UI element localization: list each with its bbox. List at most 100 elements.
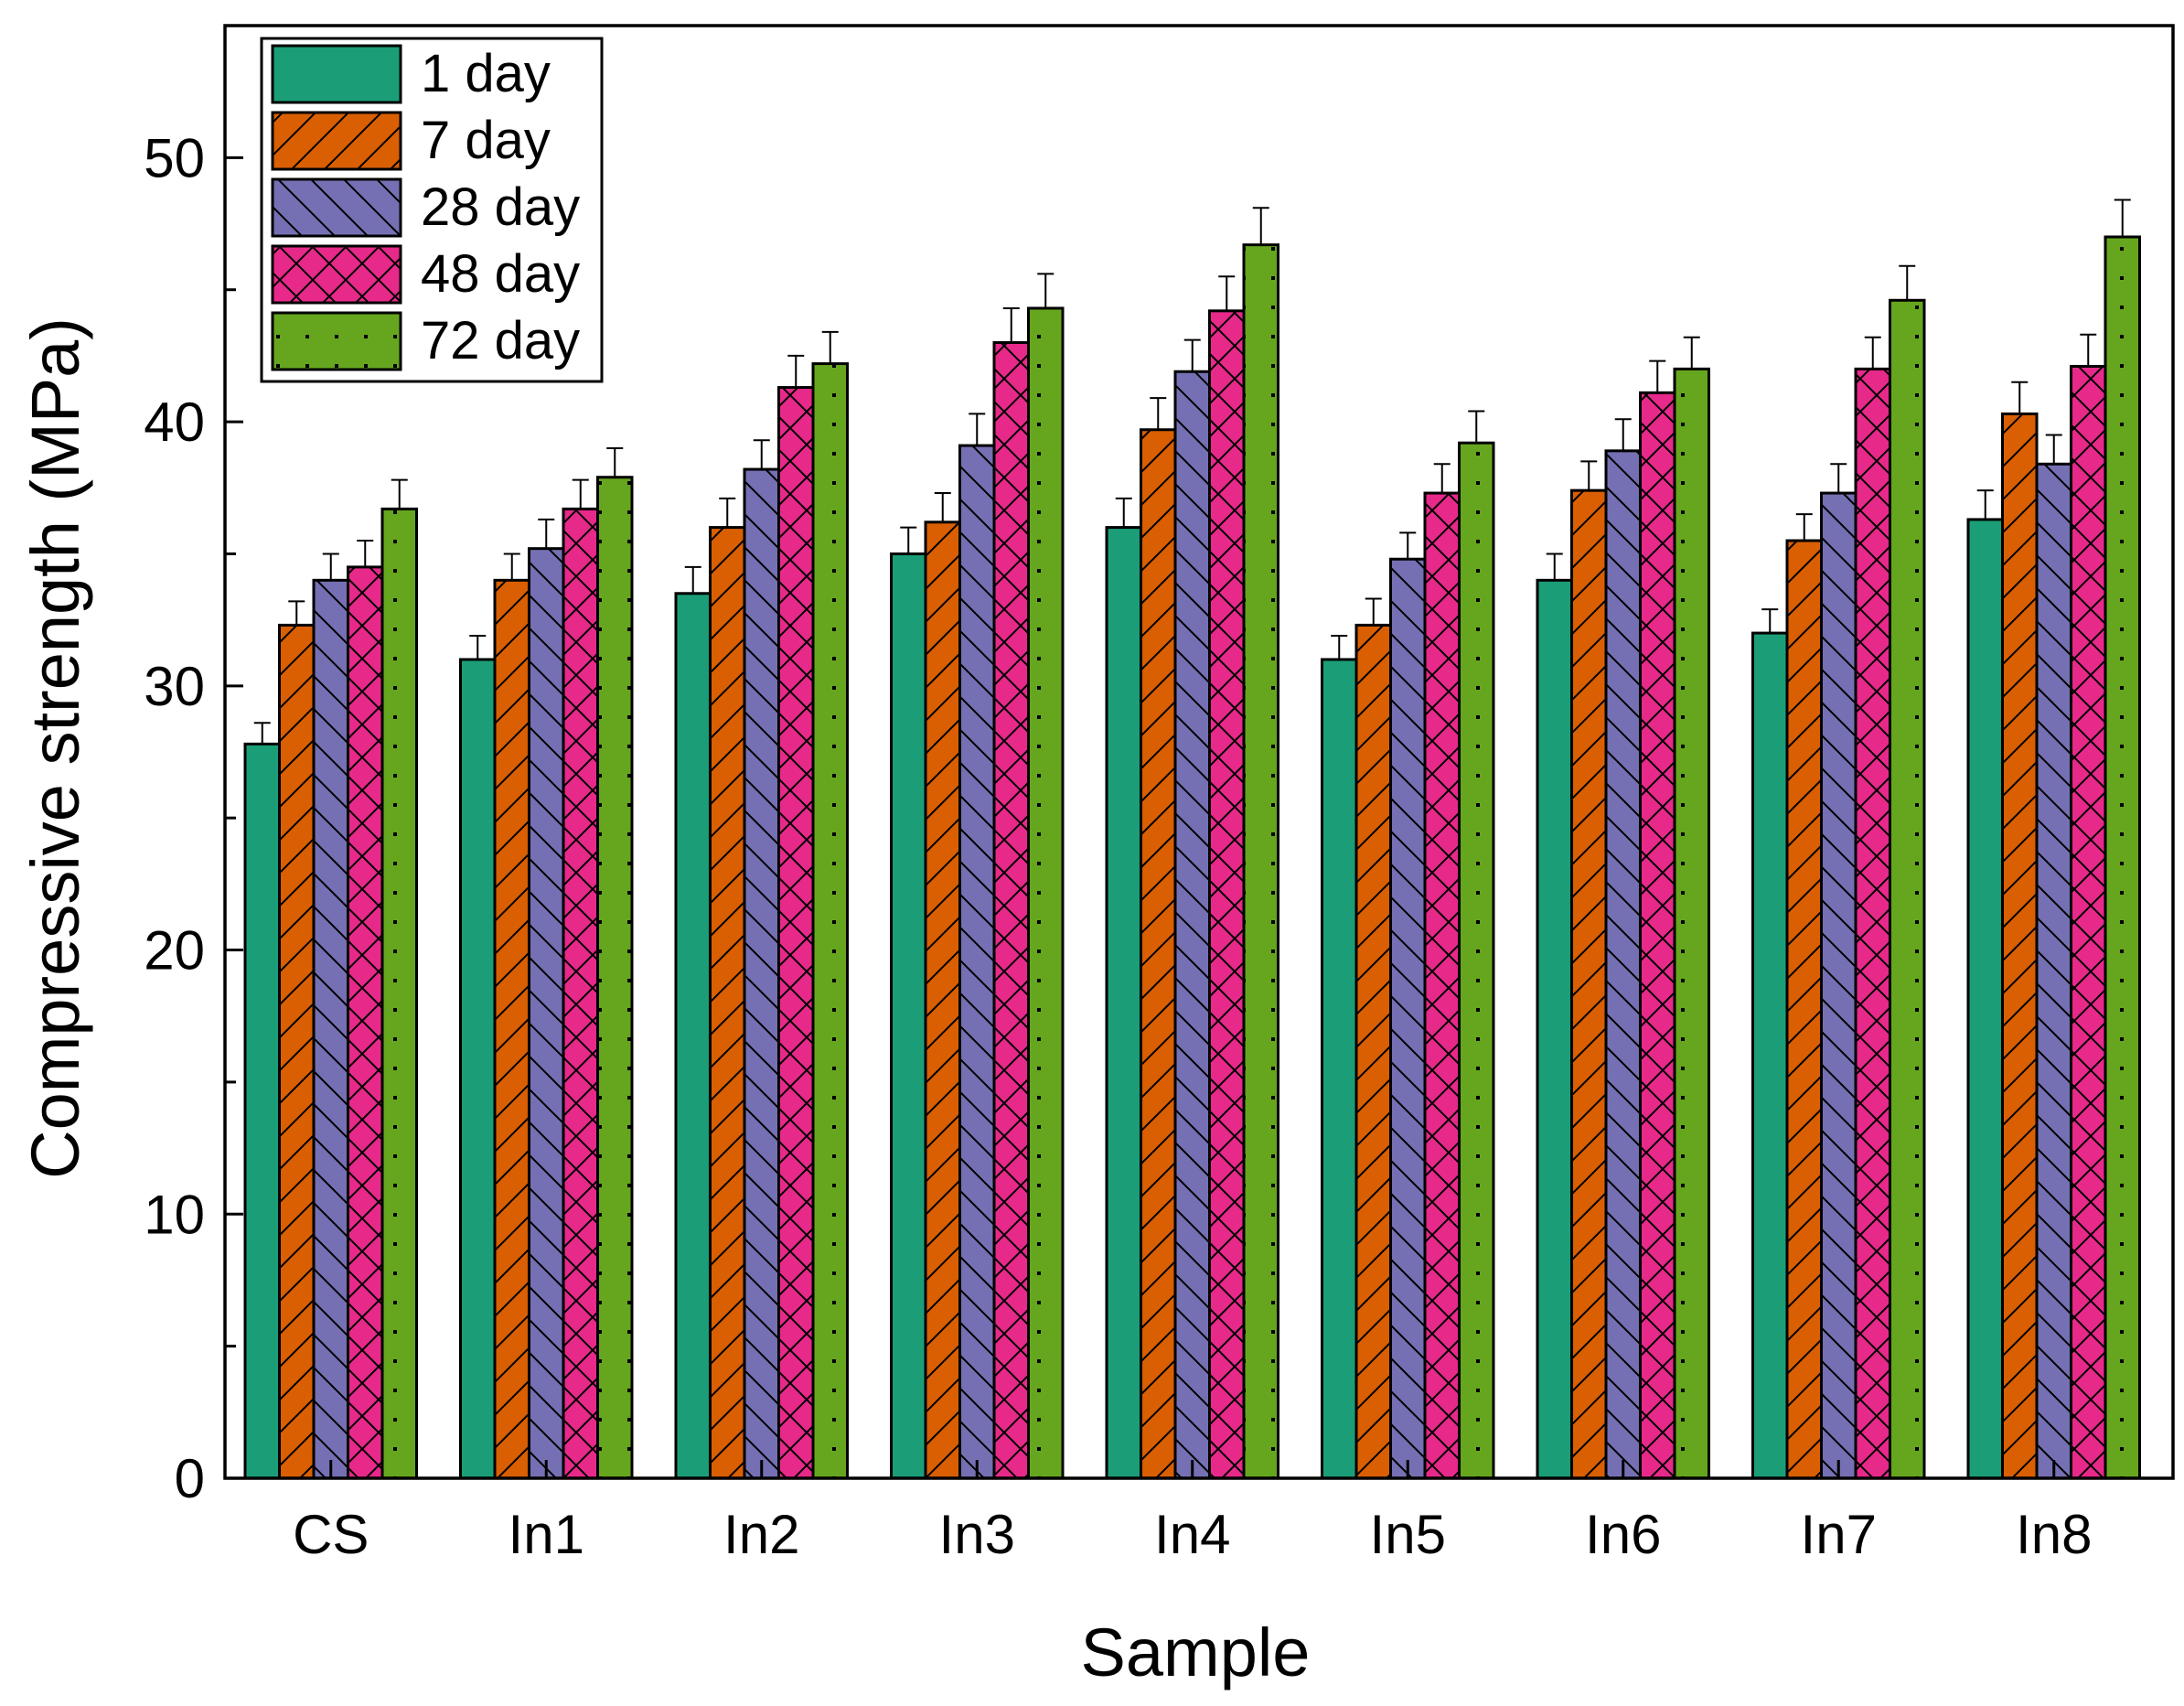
y-tick-label: 30 (144, 656, 205, 717)
error-bar-in8-7-day (2011, 381, 2029, 414)
error-bar-in4-7-day (1150, 397, 1167, 430)
bar-in2-28-day (743, 467, 780, 1480)
bar-in2-72-day (811, 362, 849, 1480)
legend-swatch-28-day (271, 177, 402, 238)
error-bar-in1-7-day (503, 553, 520, 581)
error-bar-in5-72-day (1468, 410, 1485, 444)
bar-in8-72-day (2104, 235, 2141, 1480)
bar-in5-48-day (1423, 491, 1461, 1480)
error-bar-in5-7-day (1365, 597, 1382, 626)
bar-cs-48-day (347, 565, 384, 1480)
legend-label-28-day: 28 day (421, 177, 580, 237)
legend-label-72-day: 72 day (421, 311, 580, 370)
bar-in5-7-day (1354, 623, 1392, 1480)
error-bar-in7-7-day (1795, 513, 1813, 542)
x-tick-label-in6: In6 (1585, 1504, 1661, 1565)
bar-in8-48-day (2070, 364, 2107, 1480)
y-tick-label: 40 (144, 392, 205, 453)
error-bar-in1-72-day (606, 446, 624, 477)
legend-label-7-day: 7 day (421, 111, 551, 170)
error-bar-in5-28-day (1399, 531, 1417, 560)
error-bar-in7-72-day (1899, 264, 1916, 301)
bar-in1-1-day (459, 658, 497, 1480)
x-tick-label-in8: In8 (2016, 1504, 2092, 1565)
error-bar-in4-72-day (1252, 207, 1269, 245)
bar-in2-48-day (777, 386, 815, 1480)
error-bar-in6-1-day (1546, 553, 1563, 581)
error-bar-in3-28-day (969, 413, 986, 446)
error-bar-in4-1-day (1115, 497, 1132, 528)
bar-in2-7-day (709, 526, 746, 1480)
bar-in7-7-day (1785, 539, 1823, 1480)
error-bar-in8-28-day (2045, 434, 2062, 465)
legend-label-48-day: 48 day (421, 244, 580, 304)
bar-in4-48-day (1208, 309, 1246, 1480)
y-axis-title: Compressive strength (MPa) (17, 317, 93, 1179)
error-bar-in4-28-day (1183, 338, 1201, 372)
bar-in5-28-day (1389, 557, 1427, 1480)
error-bar-in2-7-day (719, 497, 736, 528)
bar-in7-28-day (1820, 491, 1857, 1480)
bar-in4-1-day (1105, 526, 1142, 1480)
error-bar-in2-1-day (684, 565, 701, 594)
legend-swatch-72-day (271, 311, 402, 371)
bar-in1-28-day (528, 547, 565, 1480)
x-tick-label-cs: CS (293, 1504, 369, 1565)
legend-swatch-48-day (271, 244, 402, 305)
y-tick-label: 20 (144, 920, 205, 982)
error-bar-cs-48-day (357, 540, 374, 567)
error-bar-in6-48-day (1649, 359, 1666, 393)
x-tick-label-in4: In4 (1154, 1504, 1230, 1565)
legend-label-1-day: 1 day (421, 44, 551, 103)
bar-in8-7-day (2001, 412, 2039, 1480)
bar-in8-1-day (1966, 518, 2004, 1480)
error-bar-in1-28-day (538, 518, 555, 549)
error-bar-cs-7-day (288, 600, 305, 626)
error-bar-in8-72-day (2114, 198, 2131, 237)
error-bar-in2-72-day (821, 330, 839, 364)
y-tick-label: 0 (175, 1448, 205, 1509)
bar-in6-72-day (1673, 367, 1710, 1480)
error-bar-in5-48-day (1433, 463, 1451, 494)
bar-cs-7-day (278, 623, 316, 1480)
bar-in4-72-day (1242, 243, 1279, 1480)
y-tick-label: 10 (144, 1184, 205, 1245)
legend-swatch-1-day (271, 44, 402, 104)
error-bar-in6-7-day (1580, 460, 1598, 491)
error-bar-in7-48-day (1864, 336, 1881, 370)
error-bar-in6-28-day (1614, 418, 1632, 451)
error-bar-in8-1-day (1976, 489, 1994, 520)
plot-frame (223, 24, 2175, 1480)
bar-in6-1-day (1536, 578, 1573, 1480)
error-bar-in3-7-day (934, 492, 951, 522)
bar-in4-28-day (1173, 370, 1211, 1480)
bar-in7-72-day (1889, 298, 1926, 1480)
error-bar-in5-1-day (1331, 634, 1348, 660)
error-bar-in1-48-day (572, 478, 589, 510)
error-bar-in4-48-day (1218, 275, 1236, 311)
error-bar-cs-28-day (322, 553, 339, 581)
bar-in2-1-day (674, 592, 712, 1480)
error-bar-in8-48-day (2080, 333, 2097, 367)
bar-in3-1-day (890, 552, 927, 1480)
y-tick-label: 50 (144, 127, 205, 188)
bar-in3-48-day (992, 340, 1030, 1480)
bar-in8-28-day (2035, 462, 2072, 1480)
error-bar-in3-1-day (900, 526, 917, 554)
bar-in5-72-day (1458, 441, 1495, 1480)
bar-in1-7-day (493, 578, 530, 1480)
bar-cs-72-day (380, 507, 418, 1480)
error-bar-cs-1-day (253, 722, 271, 745)
error-bar-in2-48-day (787, 354, 805, 388)
bar-in7-48-day (1854, 367, 1891, 1480)
bar-cs-1-day (243, 742, 281, 1480)
bar-in3-7-day (924, 520, 961, 1480)
x-tick-label-in7: In7 (1801, 1504, 1877, 1565)
bar-in3-28-day (958, 444, 996, 1480)
bar-in4-7-day (1140, 428, 1177, 1480)
error-bar-in2-28-day (753, 439, 770, 470)
error-bar-in6-72-day (1683, 336, 1700, 370)
bar-in6-7-day (1570, 488, 1608, 1480)
bar-in6-28-day (1604, 449, 1642, 1480)
